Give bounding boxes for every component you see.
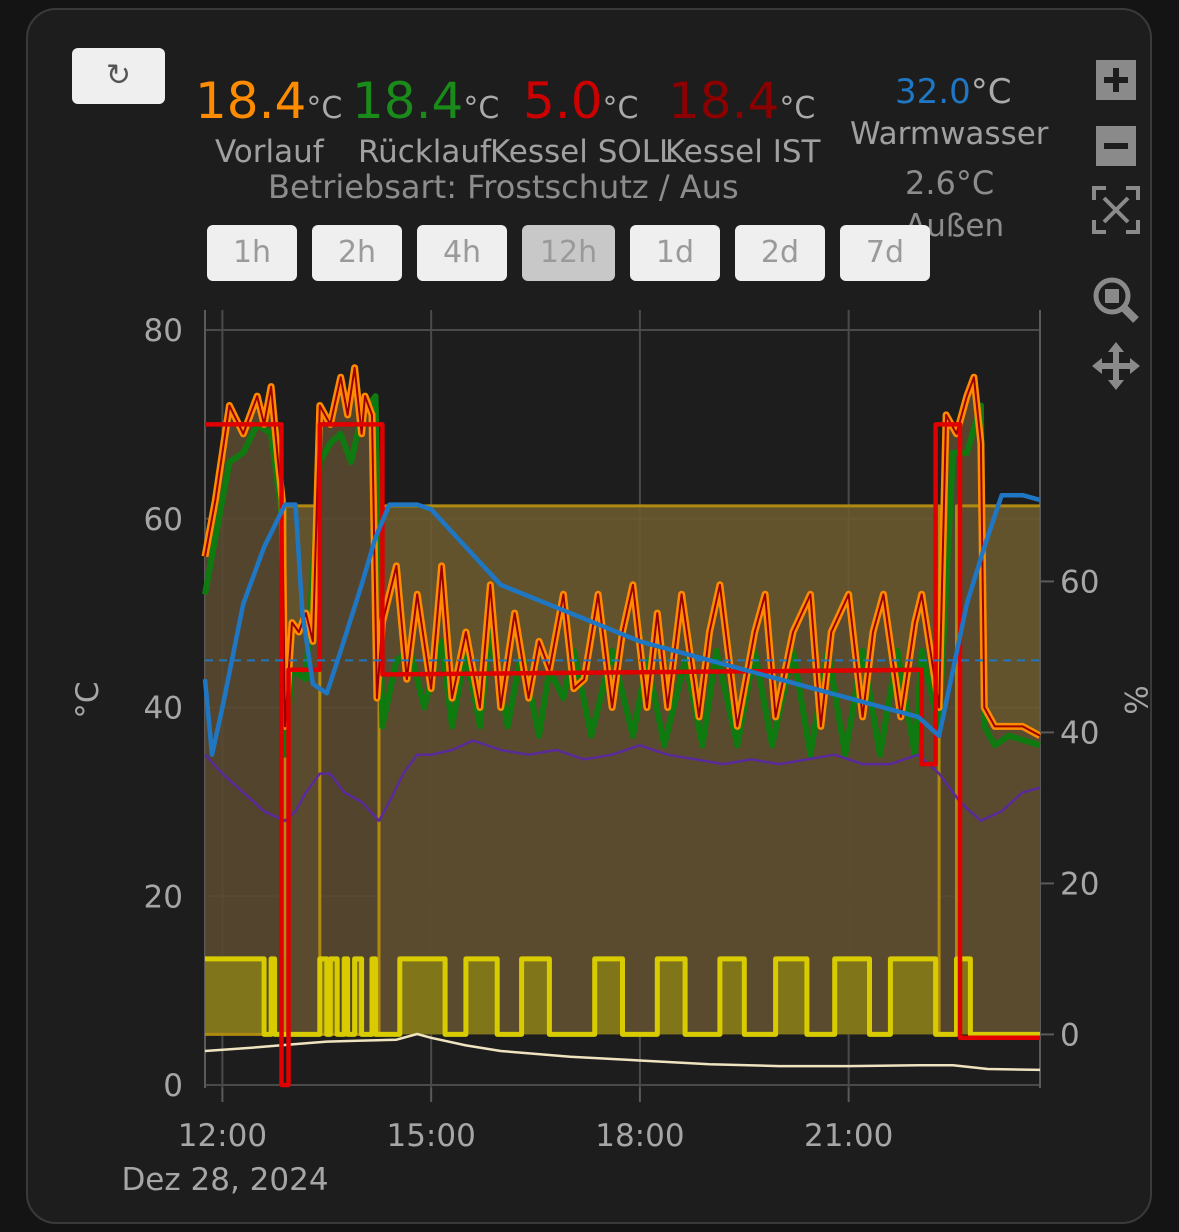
pan-button[interactable]: [1090, 340, 1142, 392]
y2-tick-label: 40: [1060, 715, 1099, 751]
brenner-line: [205, 956, 1040, 1037]
y-tick-label: 80: [144, 313, 183, 349]
kessel-soll-line: [205, 422, 1040, 1088]
y2-axis-title: %: [1117, 685, 1153, 714]
y-tick-label: 40: [144, 691, 183, 727]
y-tick-label: 20: [144, 879, 183, 915]
range-button-7d[interactable]: 7d: [840, 225, 930, 281]
zoom-in-button[interactable]: [1090, 54, 1142, 106]
range-button-2d[interactable]: 2d: [735, 225, 825, 281]
autoscale-button[interactable]: [1090, 184, 1142, 236]
reading-number: 5.0: [523, 72, 603, 130]
warmwasser-label: Warmwasser: [850, 116, 1049, 152]
x-tick-label: 18:00: [595, 1118, 684, 1154]
y-axis-title: °C: [70, 681, 106, 718]
zoom-in-icon: [1096, 60, 1136, 100]
reading-number: 18.4: [668, 72, 780, 130]
range-button-1d[interactable]: 1d: [630, 225, 720, 281]
reading-label-1: Rücklauf: [358, 134, 491, 170]
purple-line: [204, 739, 1041, 823]
kessel-ist-line: [204, 366, 1041, 737]
reading-unit: °C: [602, 91, 639, 126]
autoscale-icon: [1092, 186, 1140, 234]
reading-value-3: 18.4°C: [668, 72, 815, 130]
y-tick-label: 0: [163, 1068, 183, 1104]
x-tick-label: 12:00: [178, 1118, 267, 1154]
reading-number: 18.4: [195, 72, 307, 130]
zoom-out-icon: [1096, 126, 1136, 166]
warmwasser-value: 32.0°C: [895, 72, 1011, 112]
zoom-box-button[interactable]: [1090, 274, 1142, 326]
zoom-box-icon: [1093, 277, 1139, 323]
warmwasser-number: 32.0: [895, 72, 971, 112]
x-tick-label: 15:00: [386, 1118, 475, 1154]
reading-label-0: Vorlauf: [215, 134, 324, 170]
x-date-label: Dez 28, 2024: [121, 1162, 328, 1198]
reading-label-3: Kessel IST: [665, 134, 821, 170]
pan-icon: [1092, 342, 1140, 390]
range-button-1h[interactable]: 1h: [207, 225, 297, 281]
range-button-2h[interactable]: 2h: [312, 225, 402, 281]
y2-tick-label: 60: [1060, 564, 1099, 600]
aussen-value: 2.6°C: [905, 164, 995, 202]
refresh-icon: ↻: [105, 58, 132, 93]
range-button-4h[interactable]: 4h: [417, 225, 507, 281]
reading-value-1: 18.4°C: [352, 72, 499, 130]
mode-text: Betriebsart: Frostschutz / Aus: [268, 168, 739, 206]
aussen-line: [204, 1032, 1041, 1072]
warmwasser-line: [202, 492, 1041, 757]
warmwasser-unit: °C: [970, 72, 1012, 112]
reading-number: 18.4: [352, 72, 464, 130]
y2-tick-label: 0: [1060, 1017, 1080, 1053]
reading-unit: °C: [463, 91, 500, 126]
x-tick-label: 21:00: [804, 1118, 893, 1154]
reading-label-2: Kessel SOLL: [490, 134, 677, 170]
reading-unit: °C: [779, 91, 816, 126]
reading-value-2: 5.0°C: [523, 72, 638, 130]
y-tick-label: 60: [144, 502, 183, 538]
reading-unit: °C: [306, 91, 343, 126]
refresh-button[interactable]: ↻: [72, 48, 165, 104]
zoom-out-button[interactable]: [1090, 120, 1142, 172]
range-button-12h[interactable]: 12h: [522, 225, 615, 281]
y2-tick-label: 20: [1060, 866, 1099, 902]
reading-value-0: 18.4°C: [195, 72, 342, 130]
